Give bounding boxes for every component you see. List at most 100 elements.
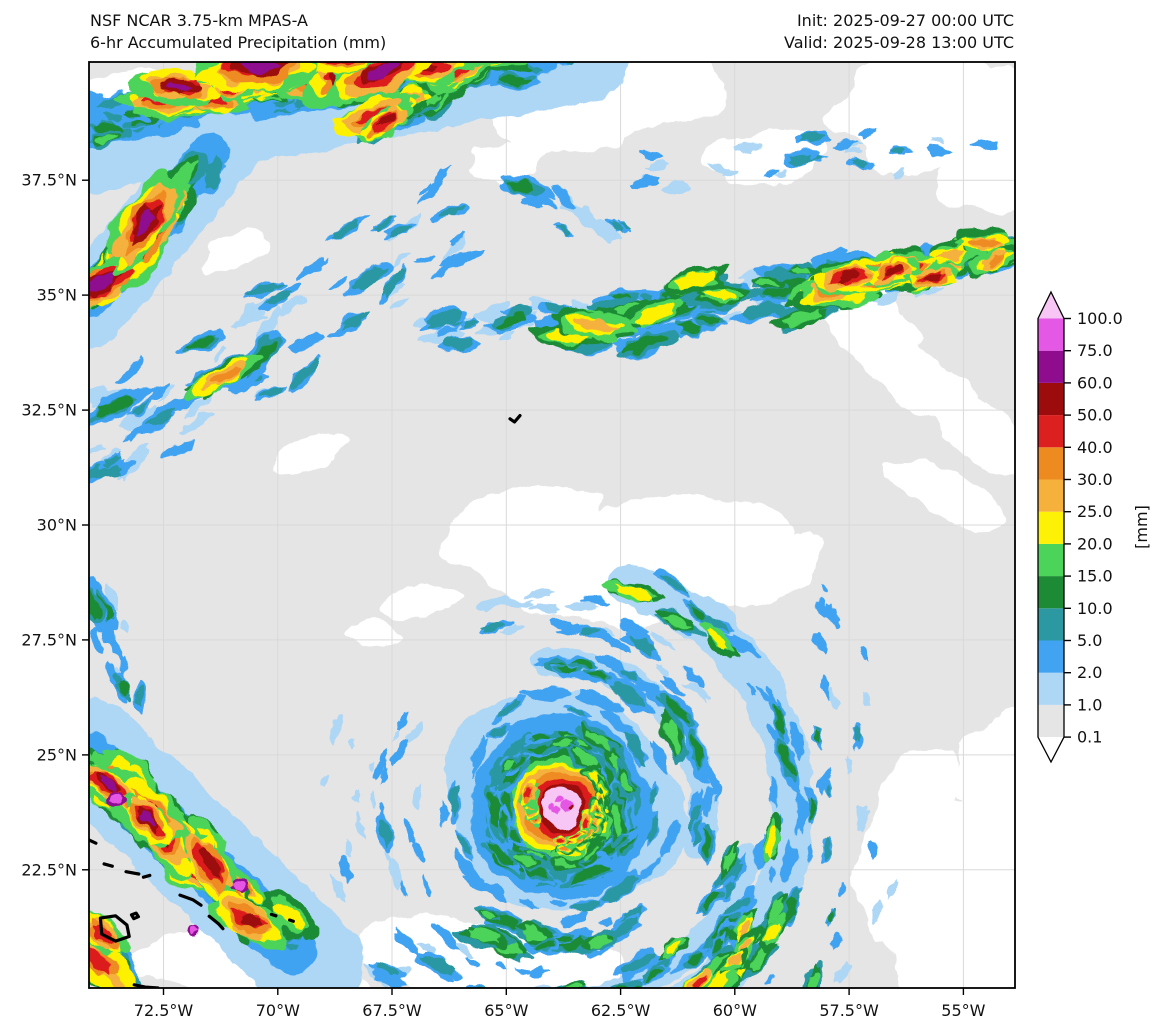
precip-cell	[121, 621, 130, 634]
precip-cell	[646, 814, 658, 841]
precip-cell	[722, 881, 736, 900]
precip-cell	[572, 748, 598, 767]
precip-cell	[533, 40, 571, 62]
precip-cell	[609, 680, 647, 708]
precip-extreme-blob	[232, 880, 245, 891]
precip-cell	[460, 62, 506, 67]
precip-cell	[452, 62, 456, 63]
precip-cell	[685, 951, 701, 966]
cyclone-ring	[548, 801, 555, 810]
precip-cell	[89, 445, 106, 455]
precip-cell	[199, 848, 221, 879]
precip-cell	[516, 320, 535, 330]
precip-cell	[444, 44, 476, 58]
colorbar-tick-label: 2.0	[1077, 663, 1102, 682]
precip-cell	[703, 788, 713, 819]
precip-cell	[856, 128, 879, 139]
colorbar-segment	[1038, 415, 1064, 448]
precip-cell	[843, 147, 863, 155]
precip-cell	[369, 790, 375, 809]
precip-cell	[520, 196, 547, 210]
dry-patch	[498, 950, 637, 988]
precip-cell	[576, 1027, 617, 1032]
precip-cell	[411, 782, 422, 809]
precip-cell	[660, 995, 680, 1006]
colorbar-over-arrow	[1038, 292, 1064, 319]
coastline	[89, 838, 98, 845]
precip-cell	[422, 876, 431, 897]
precip-cell	[446, 47, 470, 62]
precip-cell	[488, 48, 510, 57]
precip-cell	[707, 162, 729, 172]
precip-cell	[621, 671, 639, 682]
precip-cell	[117, 678, 129, 696]
precip-cell	[835, 270, 858, 284]
precip-cell	[814, 633, 827, 655]
precip-cell	[379, 802, 385, 816]
colorbar-tick-label: 1.0	[1077, 695, 1102, 714]
precip-cell	[518, 687, 574, 701]
precip-cell	[380, 761, 391, 786]
precip-cell	[571, 987, 574, 988]
precip-cell	[659, 574, 690, 592]
precip-cell	[609, 219, 625, 234]
precip-cell	[651, 1008, 669, 1021]
precip-cell	[120, 656, 129, 677]
precip-cell	[417, 165, 450, 205]
precip-cell	[704, 290, 735, 301]
precip-cell	[451, 232, 468, 248]
precip-cell	[624, 732, 646, 766]
precip-cell	[266, 290, 293, 306]
precip-cell	[594, 652, 627, 672]
precip-cell	[588, 935, 614, 948]
precip-cell	[585, 830, 593, 839]
precip-cell	[396, 712, 410, 731]
precip-cell	[612, 802, 622, 837]
precip-cell	[438, 41, 490, 61]
coastline	[124, 870, 141, 876]
precip-cell	[765, 826, 776, 857]
precip-cell	[620, 771, 633, 794]
precip-cell	[435, 324, 457, 337]
x-tick-label: 60°W	[713, 1001, 757, 1020]
precip-cell	[968, 236, 1001, 249]
precip-cell	[731, 660, 748, 674]
precip-cell	[611, 1022, 657, 1032]
precip-cell	[721, 167, 738, 176]
precip-cell	[498, 62, 506, 63]
precip-cell	[483, 911, 496, 920]
precip-cell	[391, 737, 410, 765]
precip-cell	[662, 718, 681, 754]
colorbar-tick-label: 40.0	[1077, 438, 1113, 457]
precip-cell	[488, 724, 510, 737]
precip-cell	[537, 1012, 571, 1025]
precip-cell	[799, 132, 826, 144]
precip-cell	[585, 671, 607, 680]
precip-cell	[820, 672, 830, 700]
precip-cell	[387, 40, 439, 62]
precip-cell	[567, 707, 586, 717]
colorbar-tick-label: 60.0	[1077, 373, 1113, 392]
precip-cell	[387, 278, 408, 297]
axes: 72.5°W 70°W 67.5°W 65°W 62.5°W 60°W 57.5°W 55°W…	[21, 171, 985, 1020]
precip-cell	[789, 267, 809, 275]
precip-cell	[432, 924, 462, 952]
precip-cell	[494, 312, 525, 328]
precip-cell	[444, 239, 463, 262]
precip-cell	[447, 62, 459, 64]
precip-cell	[768, 867, 776, 884]
precip-cell	[645, 969, 663, 982]
precip-cell	[376, 963, 400, 978]
precip-cell	[475, 986, 483, 988]
precip-cell	[396, 47, 426, 62]
precip-cell	[132, 400, 150, 415]
precip-cell	[969, 140, 997, 151]
precip-cell	[555, 935, 573, 942]
precip-cell	[570, 1024, 616, 1032]
precip-cell	[514, 853, 535, 866]
precip-cell	[693, 821, 703, 844]
precip-cell	[550, 739, 573, 750]
precip-cell	[102, 112, 124, 122]
precip-cell	[89, 590, 102, 621]
precip-cell	[352, 786, 361, 803]
